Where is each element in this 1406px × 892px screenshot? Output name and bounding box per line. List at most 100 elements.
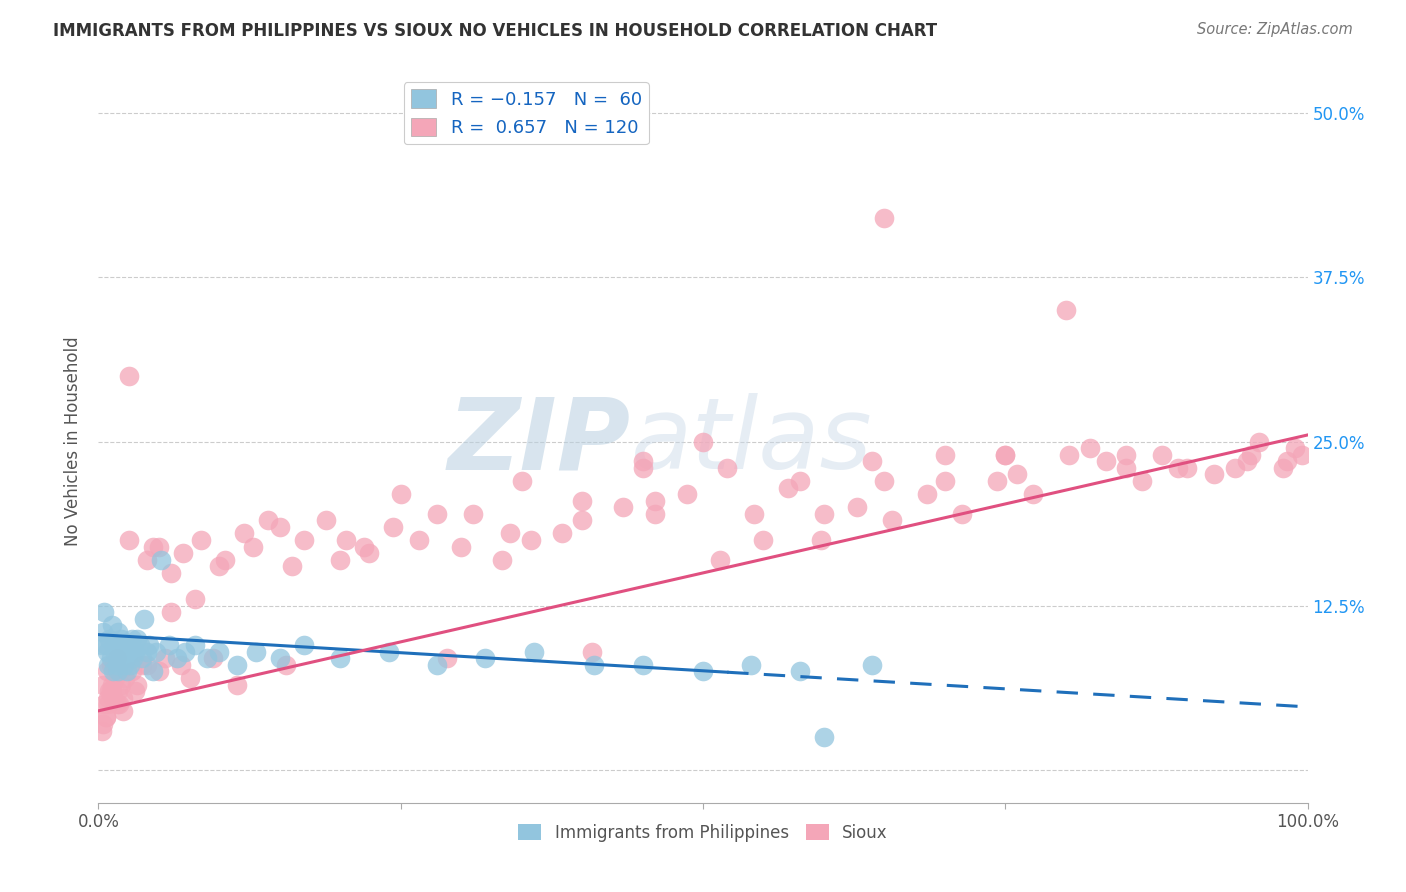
Point bbox=[98, 684, 121, 698]
Point bbox=[813, 507, 835, 521]
Point bbox=[1115, 460, 1137, 475]
Point bbox=[100, 657, 122, 672]
Point bbox=[145, 645, 167, 659]
Point bbox=[131, 657, 153, 672]
Point bbox=[359, 546, 381, 560]
Point bbox=[1236, 454, 1258, 468]
Point bbox=[934, 474, 956, 488]
Point bbox=[510, 474, 533, 488]
Point bbox=[107, 684, 129, 698]
Point bbox=[245, 645, 267, 659]
Point bbox=[950, 507, 973, 521]
Point bbox=[121, 632, 143, 646]
Point bbox=[121, 665, 143, 679]
Point bbox=[118, 368, 141, 383]
Point bbox=[1223, 460, 1246, 475]
Point bbox=[498, 526, 520, 541]
Point bbox=[112, 657, 135, 672]
Point bbox=[96, 645, 118, 659]
Point bbox=[101, 690, 124, 705]
Point bbox=[134, 612, 156, 626]
Point bbox=[644, 493, 666, 508]
Point bbox=[107, 625, 129, 640]
Point bbox=[382, 520, 405, 534]
Point bbox=[105, 651, 128, 665]
Point bbox=[128, 638, 150, 652]
Point bbox=[612, 500, 634, 515]
Point bbox=[105, 657, 128, 672]
Point bbox=[135, 553, 157, 567]
Point bbox=[131, 651, 153, 665]
Point bbox=[880, 513, 903, 527]
Point bbox=[100, 684, 122, 698]
Point bbox=[550, 526, 572, 541]
Point bbox=[860, 657, 883, 672]
Point bbox=[292, 638, 315, 652]
Point bbox=[692, 665, 714, 679]
Point bbox=[389, 487, 412, 501]
Point bbox=[292, 533, 315, 547]
Point bbox=[813, 730, 835, 744]
Point bbox=[91, 677, 114, 691]
Point bbox=[124, 684, 146, 698]
Point bbox=[789, 665, 811, 679]
Point bbox=[226, 677, 249, 691]
Point bbox=[740, 657, 762, 672]
Point bbox=[184, 592, 207, 607]
Point bbox=[1284, 441, 1306, 455]
Point bbox=[202, 651, 225, 665]
Point bbox=[1272, 460, 1295, 475]
Point bbox=[631, 657, 654, 672]
Point bbox=[571, 493, 593, 508]
Point bbox=[776, 481, 799, 495]
Point bbox=[789, 474, 811, 488]
Point bbox=[103, 638, 125, 652]
Point bbox=[157, 638, 180, 652]
Point bbox=[644, 507, 666, 521]
Point bbox=[1291, 448, 1313, 462]
Point bbox=[1130, 474, 1153, 488]
Point bbox=[97, 698, 120, 712]
Point bbox=[1275, 454, 1298, 468]
Point bbox=[118, 533, 141, 547]
Y-axis label: No Vehicles in Household: No Vehicles in Household bbox=[65, 336, 83, 547]
Point bbox=[583, 657, 606, 672]
Point bbox=[810, 533, 832, 547]
Point bbox=[135, 657, 157, 672]
Point bbox=[256, 513, 278, 527]
Point bbox=[523, 645, 546, 659]
Point bbox=[153, 651, 176, 665]
Point bbox=[114, 638, 136, 652]
Point bbox=[450, 540, 472, 554]
Point bbox=[100, 677, 122, 691]
Point bbox=[474, 651, 496, 665]
Point bbox=[114, 671, 136, 685]
Point bbox=[97, 690, 120, 705]
Point bbox=[108, 698, 131, 712]
Point bbox=[208, 645, 231, 659]
Point bbox=[104, 671, 127, 685]
Point bbox=[172, 546, 194, 560]
Point bbox=[571, 513, 593, 527]
Point bbox=[226, 657, 249, 672]
Point bbox=[335, 533, 357, 547]
Point bbox=[631, 460, 654, 475]
Point bbox=[463, 507, 485, 521]
Point bbox=[97, 657, 120, 672]
Point bbox=[100, 651, 122, 665]
Point bbox=[1022, 487, 1045, 501]
Point bbox=[111, 704, 134, 718]
Point bbox=[148, 540, 170, 554]
Point bbox=[1175, 460, 1198, 475]
Point bbox=[103, 657, 125, 672]
Point bbox=[716, 460, 738, 475]
Point bbox=[115, 651, 138, 665]
Point bbox=[94, 710, 117, 724]
Point bbox=[742, 507, 765, 521]
Point bbox=[1152, 448, 1174, 462]
Point bbox=[94, 638, 117, 652]
Point bbox=[91, 717, 114, 731]
Point bbox=[118, 645, 141, 659]
Point bbox=[676, 487, 699, 501]
Point bbox=[274, 657, 297, 672]
